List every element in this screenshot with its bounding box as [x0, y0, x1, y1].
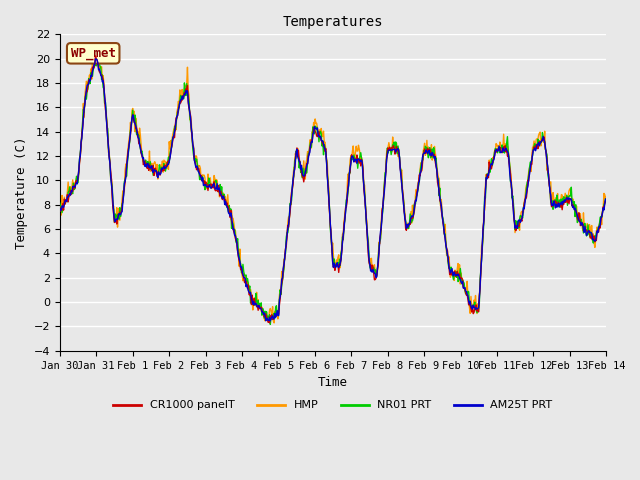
AM25T PRT: [123, 162, 131, 168]
HMP: [401, 210, 409, 216]
CR1000 panelT: [179, 97, 186, 103]
Line: CR1000 panelT: CR1000 panelT: [60, 56, 606, 323]
AM25T PRT: [207, 185, 215, 191]
CR1000 panelT: [207, 181, 215, 187]
AM25T PRT: [66, 191, 74, 197]
Text: WP_met: WP_met: [70, 47, 116, 60]
AM25T PRT: [56, 208, 63, 214]
CR1000 panelT: [123, 164, 131, 169]
NR01 PRT: [66, 184, 74, 190]
HMP: [94, 52, 102, 58]
AM25T PRT: [179, 93, 186, 99]
NR01 PRT: [56, 200, 63, 206]
CR1000 panelT: [56, 204, 63, 210]
HMP: [56, 206, 63, 212]
NR01 PRT: [602, 200, 610, 206]
NR01 PRT: [417, 164, 424, 169]
NR01 PRT: [401, 215, 409, 221]
HMP: [602, 192, 610, 198]
X-axis label: Time: Time: [318, 376, 348, 389]
Line: AM25T PRT: AM25T PRT: [60, 59, 606, 321]
NR01 PRT: [94, 56, 102, 62]
HMP: [270, 320, 278, 326]
HMP: [66, 193, 74, 199]
AM25T PRT: [401, 216, 409, 222]
HMP: [179, 86, 186, 92]
CR1000 panelT: [66, 192, 74, 198]
Title: Temperatures: Temperatures: [283, 15, 383, 29]
Y-axis label: Temperature (C): Temperature (C): [15, 136, 28, 249]
CR1000 panelT: [92, 53, 99, 59]
HMP: [123, 162, 131, 168]
HMP: [417, 160, 424, 166]
CR1000 panelT: [602, 196, 610, 202]
HMP: [207, 181, 215, 187]
Legend: CR1000 panelT, HMP, NR01 PRT, AM25T PRT: CR1000 panelT, HMP, NR01 PRT, AM25T PRT: [109, 396, 557, 415]
Line: HMP: HMP: [60, 55, 606, 323]
CR1000 panelT: [401, 212, 409, 218]
Line: NR01 PRT: NR01 PRT: [60, 59, 606, 324]
NR01 PRT: [266, 322, 274, 327]
NR01 PRT: [123, 173, 131, 179]
CR1000 panelT: [417, 168, 424, 174]
CR1000 panelT: [266, 320, 273, 325]
NR01 PRT: [179, 93, 186, 99]
AM25T PRT: [602, 198, 610, 204]
NR01 PRT: [207, 184, 215, 190]
AM25T PRT: [266, 318, 274, 324]
AM25T PRT: [92, 56, 99, 62]
AM25T PRT: [417, 169, 424, 175]
